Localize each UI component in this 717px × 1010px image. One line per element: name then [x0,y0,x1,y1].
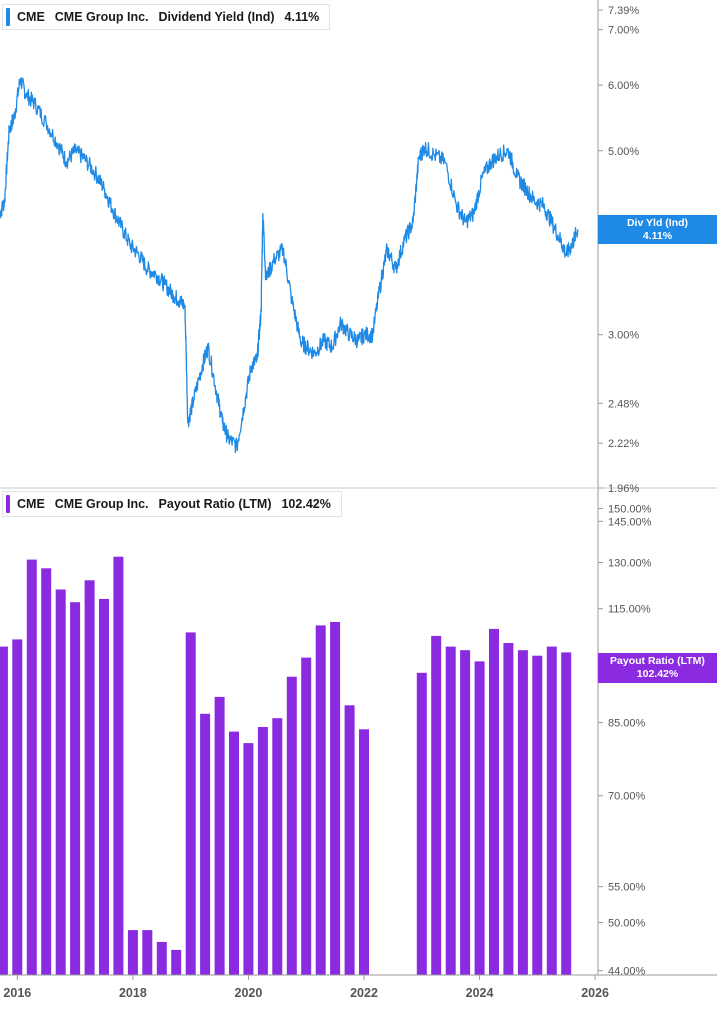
bar-payout-ratio [185,632,196,975]
bar-payout-ratio [99,599,109,975]
y-tick-label-bottom: 50.00% [608,918,646,930]
y-tick-label-bottom: 44.00% [608,966,646,978]
x-tick-label: 2016 [3,986,31,1000]
y-tick-label-top: 2.48% [608,398,639,410]
legend-metric: Dividend Yield (Ind) [158,10,275,24]
x-tick-label: 2024 [466,986,494,1000]
legend-ticker: CME [17,10,45,24]
y-tick-label-top: 3.00% [608,330,639,342]
bar-payout-ratio [431,635,442,975]
y-tick-label-top: 1.96% [608,483,639,495]
bar-payout-ratio [70,602,81,975]
tag-value: 102.42% [636,668,679,680]
x-tick-label: 2020 [235,986,263,1000]
bar-payout-ratio [200,713,211,975]
x-tick-label: 2026 [581,986,609,1000]
legend-company: CME Group Inc. [54,497,149,511]
bar-payout-ratio [156,941,167,975]
bar-payout-ratio [416,672,427,975]
bar-payout-ratio [84,580,95,975]
bar-payout-ratio [460,650,471,975]
bar-payout-ratio [546,646,557,975]
y-tick-label-bottom: 130.00% [608,557,652,569]
bar-payout-ratio [532,655,543,975]
legend-payout-ratio[interactable]: CME CME Group Inc. Payout Ratio (LTM) 10… [2,491,342,517]
legend-dividend-yield[interactable]: CME CME Group Inc. Dividend Yield (Ind) … [2,4,331,30]
y-tick-label-bottom: 70.00% [608,791,646,803]
legend-company: CME Group Inc. [54,10,149,24]
legend-metric: Payout Ratio (LTM) [158,497,272,511]
bar-payout-ratio [315,625,326,975]
bar-payout-ratio [344,705,355,975]
bar-payout-ratio [517,650,528,975]
bar-payout-ratio [243,743,254,975]
bar-payout-ratio [359,729,369,975]
series-line-dividend-yield [0,77,579,454]
bar-payout-ratio [272,718,283,975]
bar-payout-ratio [229,731,239,975]
bar-payout-ratio [0,646,8,975]
bar-payout-ratio [489,628,499,975]
legend-swatch-dividend-yield [6,8,10,26]
y-tick-label-top: 7.00% [608,25,639,37]
legend-swatch-payout-ratio [6,495,10,513]
bar-payout-ratio [113,556,124,975]
y-tick-label-bottom: 145.00% [608,516,652,528]
bar-payout-ratio [286,676,297,975]
bar-payout-ratio [257,727,268,975]
bar-payout-ratio [55,589,66,975]
tag-label: Payout Ratio (LTM) [610,655,705,667]
bar-payout-ratio [127,930,138,975]
bar-payout-ratio [142,930,153,975]
bar-payout-ratio [474,661,485,975]
tag-value: 4.11% [642,230,673,242]
bar-payout-ratio [445,646,456,975]
x-tick-label: 2018 [119,986,147,1000]
y-tick-label-top: 5.00% [608,146,639,158]
legend-value: 4.11% [284,10,320,24]
y-tick-label-bottom: 55.00% [608,882,646,894]
current-value-tag-dividend-yield: Div Yld (Ind) 4.11% [598,215,717,244]
current-value-tag-payout-ratio: Payout Ratio (LTM) 102.42% [598,653,717,683]
bar-payout-ratio [330,622,341,975]
legend-ticker: CME [17,497,45,511]
legend-value: 102.42% [281,497,331,511]
bar-payout-ratio [503,643,514,975]
y-tick-label-bottom: 115.00% [608,604,651,616]
y-tick-label-top: 6.00% [608,80,639,92]
tag-label: Div Yld (Ind) [626,217,689,229]
bar-payout-ratio [26,559,37,975]
bar-payout-ratio [41,568,52,975]
y-tick-label-bottom: 85.00% [608,718,646,730]
y-tick-label-top: 2.22% [608,438,639,450]
x-tick-label: 2022 [350,986,378,1000]
bar-payout-ratio [171,949,182,975]
bar-payout-ratio [561,652,572,975]
bar-payout-ratio [12,639,23,975]
y-tick-label-bottom: 150.00% [608,504,652,516]
bar-payout-ratio [301,657,312,975]
bar-payout-ratio [214,696,225,975]
y-tick-label-top: 7.39% [608,5,639,17]
